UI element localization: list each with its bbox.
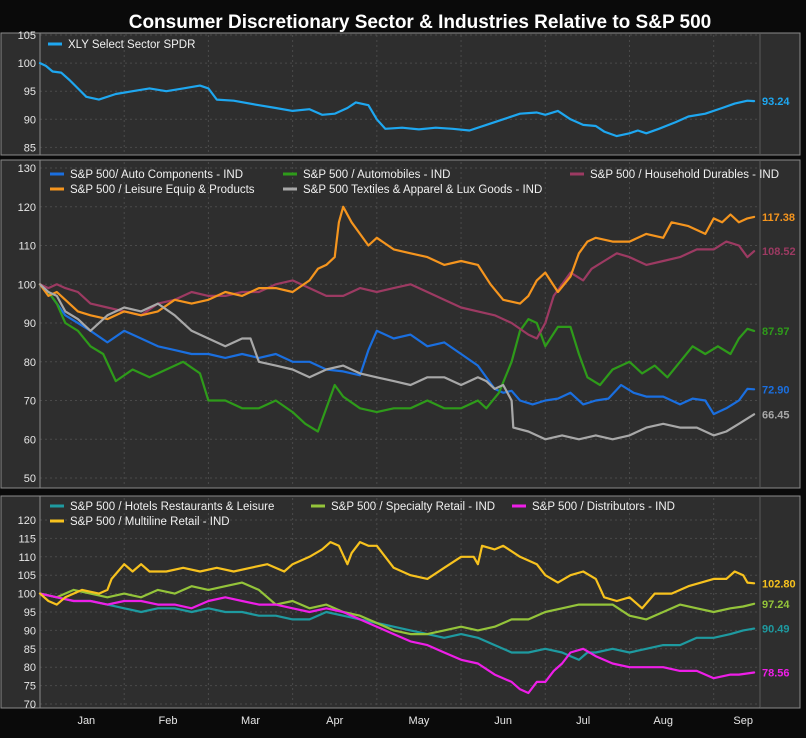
series-line (38, 240, 756, 340)
y-tick-label: 90 (24, 625, 36, 637)
x-tick-label: Apr (326, 715, 343, 727)
legend-entry: S&P 500/ Auto Components - IND (70, 169, 243, 181)
y-tick-label: 120 (18, 515, 36, 527)
legend-entry: S&P 500 / Hotels Restaurants & Leisure (70, 501, 274, 513)
y-tick-label: 110 (18, 552, 36, 564)
y-tick-label: 105 (18, 570, 36, 582)
end-value-label: 102.80 (762, 578, 796, 590)
legend-entry: S&P 500 / Distributors - IND (532, 501, 675, 513)
legend-entry: S&P 500 Textiles & Apparel & Lux Goods -… (303, 184, 542, 196)
legend-entry: XLY Select Sector SPDR (68, 39, 195, 51)
end-value-label: 97.24 (762, 599, 790, 611)
y-tick-label: 80 (24, 357, 36, 369)
x-tick-label: Aug (653, 715, 673, 727)
y-tick-label: 105 (18, 30, 36, 42)
y-tick-label: 115 (18, 533, 36, 545)
x-axis: Jan Feb Mar Apr May Jun Jul Aug Sep (40, 707, 760, 727)
legend-entry: S&P 500 / Automobiles - IND (303, 169, 450, 181)
series-line (38, 581, 756, 636)
legend-entry: S&P 500 / Household Durables - IND (590, 169, 779, 181)
y-tick-label: 50 (24, 473, 36, 485)
series-line (38, 205, 756, 321)
end-value-label: 93.24 (762, 96, 790, 108)
y-tick-label: 75 (24, 681, 36, 693)
x-tick-label: Jul (576, 715, 590, 727)
chart-panel-2: 50 60 70 80 90 100 110 120 130 72.90 87.97 108.52 11… (0, 159, 801, 489)
x-tick-label: Sep (733, 715, 753, 727)
legend-entry: S&P 500 / Leisure Equip & Products (70, 184, 255, 196)
x-tick-label: Mar (241, 715, 260, 727)
panel-background (0, 32, 801, 156)
y-tick-label: 100 (18, 58, 36, 70)
legend-entry: S&P 500 / Specialty Retail - IND (331, 501, 495, 513)
end-value-label: 66.45 (762, 409, 790, 421)
chart-panel-1: 85 90 95 100 105 93.24 XLY Select Sector SPDR (0, 30, 801, 156)
series-line (38, 283, 756, 441)
legend-entry: S&P 500 / Multiline Retail - IND (70, 516, 230, 528)
y-tick-label: 95 (24, 86, 36, 98)
series-line (38, 62, 756, 138)
x-tick-label: Jun (494, 715, 512, 727)
series-line (38, 283, 756, 433)
y-tick-label: 60 (24, 434, 36, 446)
y-tick-label: 80 (24, 662, 36, 674)
y-tick-label: 100 (18, 279, 36, 291)
chart-panels: 85 90 95 100 105 93.24 XLY Select Sector SPDR 5… (0, 30, 801, 727)
y-tick-label: 85 (24, 644, 36, 656)
end-value-label: 78.56 (762, 667, 790, 679)
x-tick-label: May (409, 715, 430, 727)
end-value-label: 108.52 (762, 246, 796, 258)
y-tick-label: 90 (24, 318, 36, 330)
end-value-label: 90.49 (762, 624, 790, 636)
end-value-label: 117.38 (762, 212, 795, 224)
y-tick-label: 130 (18, 163, 36, 175)
panel-background (0, 159, 801, 489)
series-line (38, 592, 756, 695)
y-tick-label: 100 (18, 589, 36, 601)
y-tick-label: 90 (24, 114, 36, 126)
y-tick-label: 70 (24, 699, 36, 711)
y-tick-label: 120 (18, 202, 36, 214)
y-tick-label: 110 (18, 241, 36, 253)
chart-title: Consumer Discretionary Sector & Industri… (129, 12, 712, 33)
chart-panel-3: 70 75 80 85 90 95 100 105 110 115 120 90.49 97.24 78.… (0, 495, 801, 711)
y-tick-label: 85 (24, 142, 36, 154)
end-value-label: 72.90 (762, 384, 790, 396)
x-tick-label: Feb (159, 715, 178, 727)
end-value-label: 87.97 (762, 326, 790, 338)
y-tick-label: 70 (24, 396, 36, 408)
y-tick-label: 95 (24, 607, 36, 619)
x-tick-label: Jan (77, 715, 95, 727)
series-line (38, 541, 756, 610)
series-line (38, 592, 756, 661)
series-line (38, 283, 756, 416)
